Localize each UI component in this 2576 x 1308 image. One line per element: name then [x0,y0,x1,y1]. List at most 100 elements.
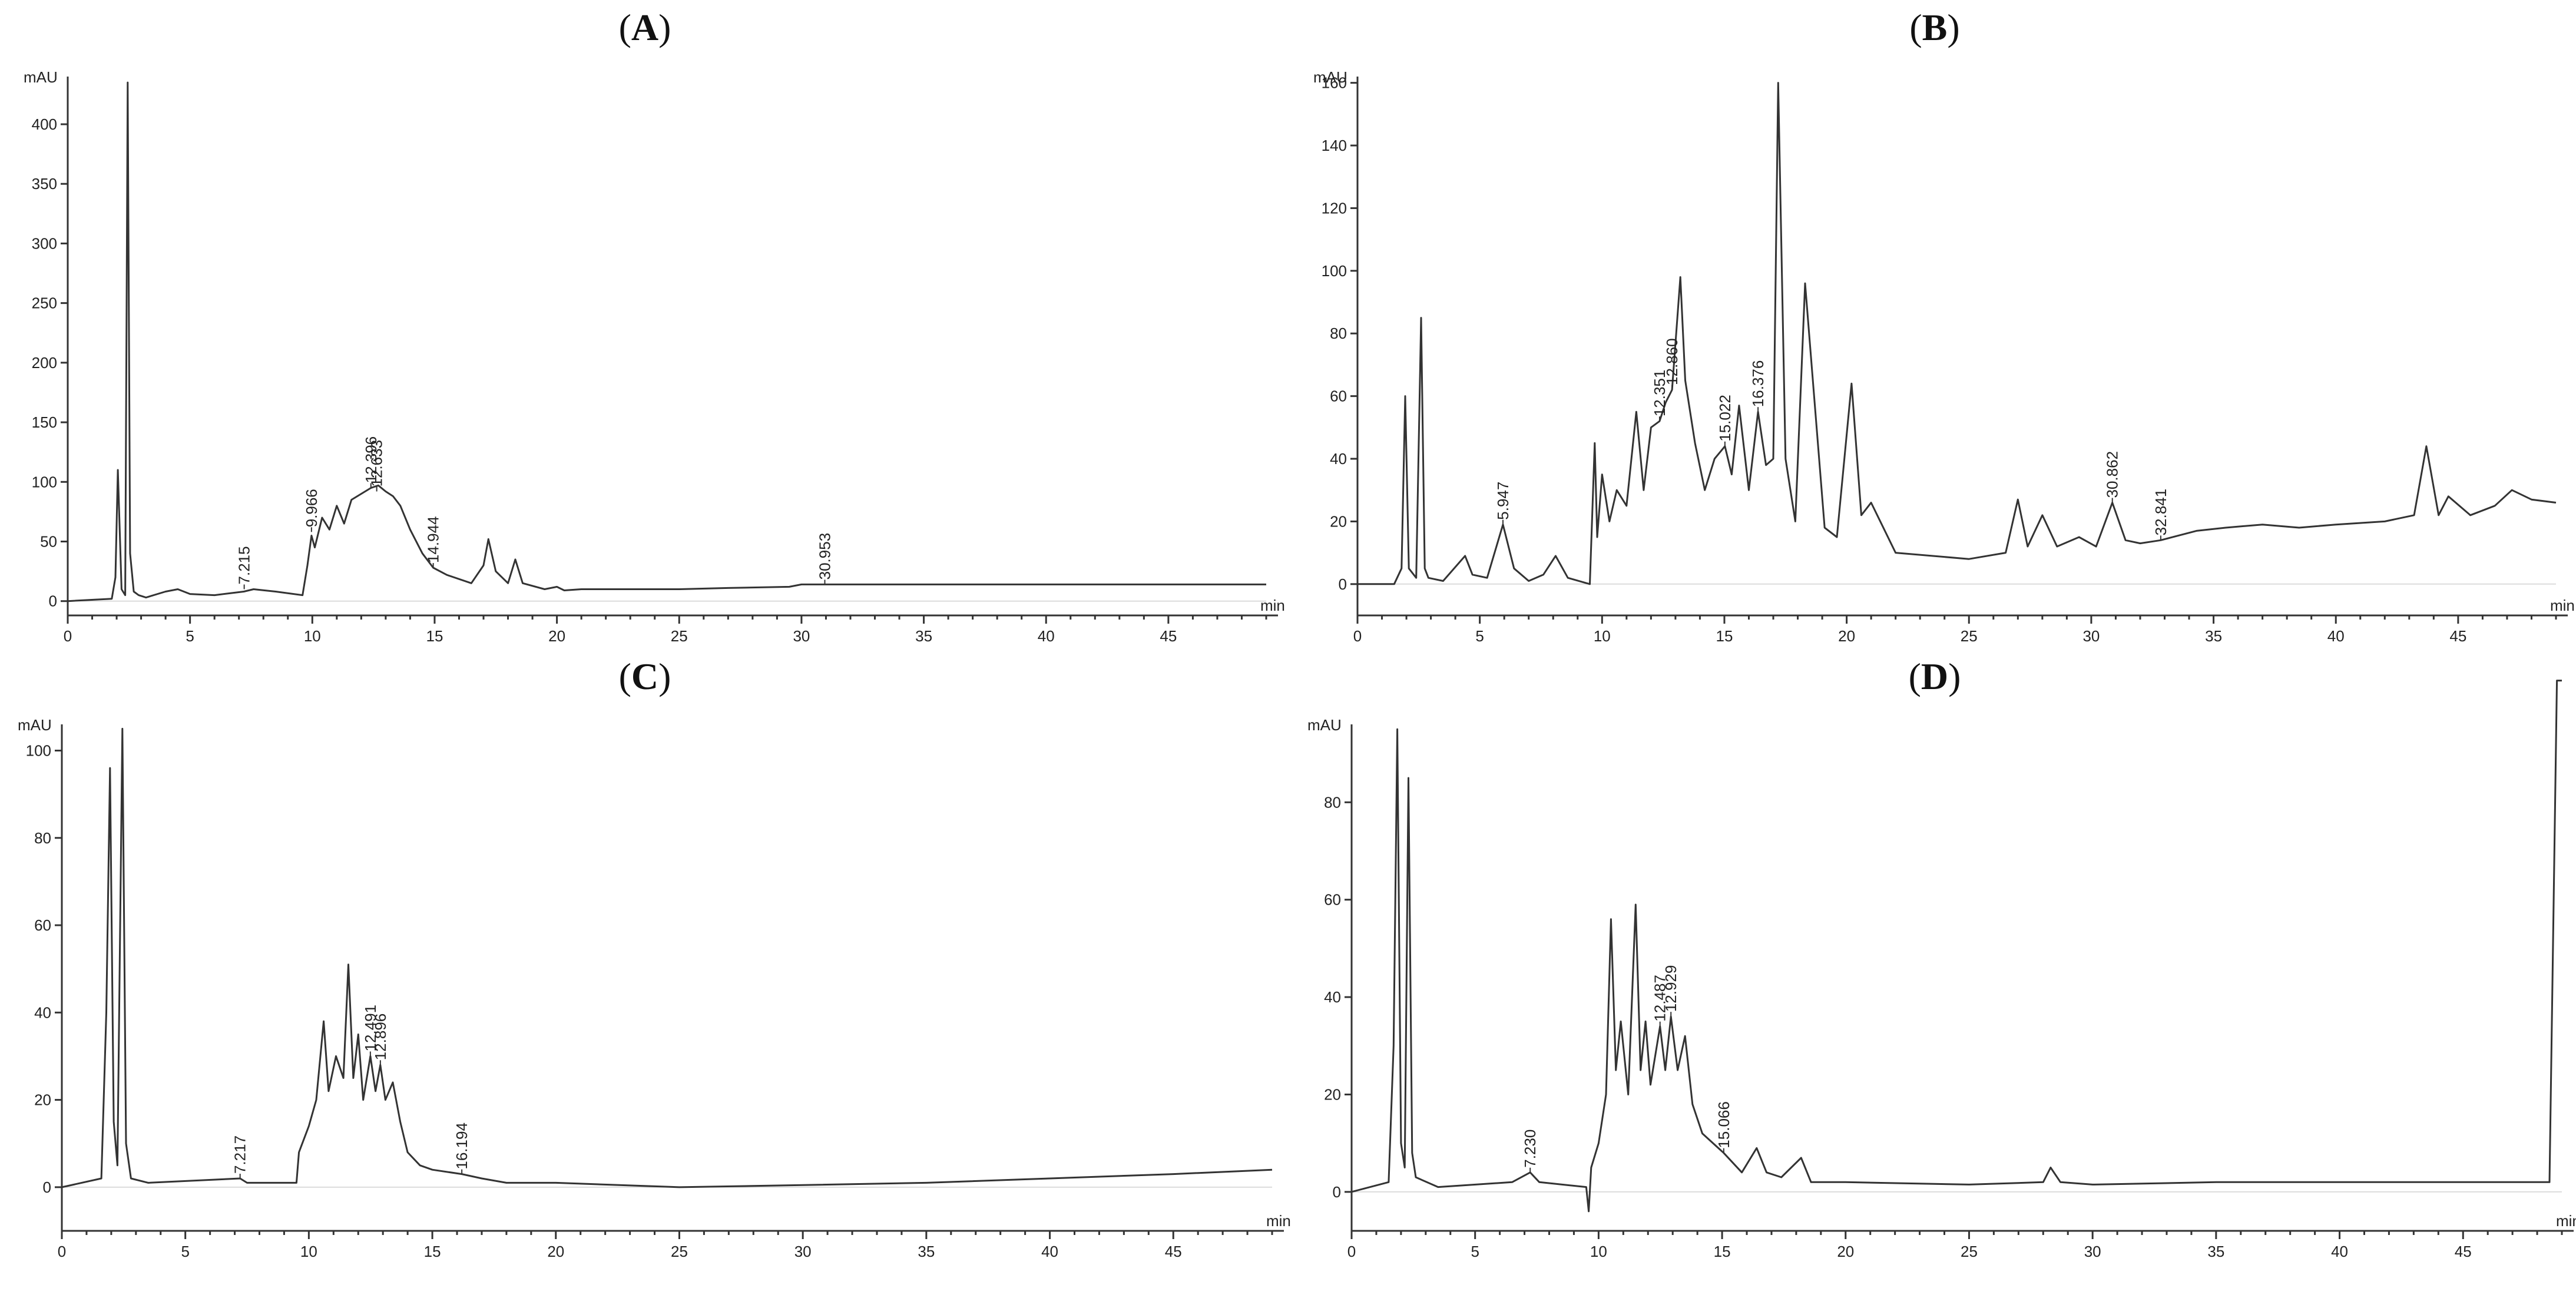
x-tick-label: 35 [2205,627,2222,645]
peak-label: 30.862 [2104,451,2121,498]
x-tick-label: 30 [793,627,810,645]
y-unit-label: mAU [1313,68,1347,86]
peak-label: 12.860 [1663,338,1681,385]
x-tick-label: 30 [2082,627,2100,645]
x-unit-label: min [1260,597,1285,614]
y-tick-label: 350 [32,175,57,193]
x-tick-label: 15 [424,1243,441,1260]
x-tick-label: 25 [671,627,688,645]
chromatogram-trace [67,81,1266,602]
y-tick-label: 20 [1330,512,1347,530]
y-tick-label: 50 [40,532,57,550]
y-tick-label: 0 [1333,1183,1341,1201]
peak-label: 12.896 [372,1014,389,1061]
y-tick-label: 20 [1324,1085,1341,1103]
x-tick-label: 15 [426,627,443,645]
y-tick-label: 0 [1339,575,1347,593]
x-tick-label: 40 [1041,1243,1058,1260]
x-tick-label: 35 [2207,1243,2224,1260]
y-tick-label: 200 [32,354,57,372]
x-tick-label: 0 [1347,1243,1356,1260]
x-tick-label: 15 [1714,1243,1731,1260]
y-tick-label: 250 [32,294,57,312]
y-tick-label: 80 [1330,324,1347,342]
x-tick-label: 35 [915,627,932,645]
peak-label: 15.066 [1715,1101,1733,1148]
x-tick-label: 10 [304,627,321,645]
y-tick-label: 140 [1322,137,1347,154]
peak-label: 12.351 [1651,370,1668,417]
y-tick-label: 100 [32,473,57,491]
chromatogram-c: mAU min 0 20 40 60 80 100 0 5 10 15 20 25 30 35 40 45 7.21… [18,716,1291,1260]
y-tick-label: 20 [34,1091,51,1109]
x-tick-label: 45 [2455,1243,2472,1260]
y-tick-label: 60 [1324,891,1341,909]
panel-title-b: (B) [1909,6,1960,48]
peak-label: 14.944 [425,516,442,563]
x-tick-label: 5 [1471,1243,1479,1260]
x-tick-label: 25 [1961,1243,1978,1260]
y-unit-label: mAU [24,68,58,86]
y-tick-label: 40 [1324,988,1341,1006]
y-tick-label: 80 [34,829,51,847]
chromatogram-b: mAU min 0 20 40 60 80 100 120 140 160 0 5 10 15 20 25 30 3… [1313,68,2575,645]
chromatogram-trace [61,727,1273,1188]
chromatogram-a: mAU min 0 50 100 150 200 250 300 350 400 0 5 10 15 20 25… [24,68,1285,645]
x-tick-label: 15 [1716,627,1733,645]
peak-label: 7.230 [1521,1130,1539,1168]
x-tick-label: 25 [1961,627,1978,645]
peak-label: 7.217 [231,1135,249,1174]
x-tick-label: 5 [186,627,194,645]
x-unit-label: min [1266,1212,1291,1230]
x-unit-label: min [2550,597,2575,614]
panel-title-c: (C) [618,655,671,697]
x-tick-label: 5 [1475,627,1484,645]
x-tick-label: 45 [1160,627,1177,645]
x-tick-label: 0 [1353,627,1362,645]
x-tick-label: 10 [300,1243,317,1260]
y-tick-label: 100 [1322,262,1347,280]
peak-label: 5.947 [1494,482,1512,520]
y-tick-label: 60 [34,916,51,934]
panel-title-a: (A) [618,6,671,48]
peak-label: 16.194 [453,1122,471,1170]
x-tick-label: 10 [1594,627,1611,645]
x-tick-label: 30 [2084,1243,2101,1260]
x-tick-label: 30 [794,1243,812,1260]
y-tick-label: 40 [34,1004,51,1021]
y-tick-label: 160 [1322,74,1347,92]
peak-label: 9.966 [303,489,320,527]
chromatogram-trace [1357,82,2557,585]
peak-label: 16.376 [1749,360,1767,408]
y-tick-label: 0 [43,1178,51,1196]
y-tick-label: 100 [26,741,51,759]
x-tick-label: 0 [58,1243,66,1260]
y-tick-label: 300 [32,234,57,252]
chromatogram-trace [1351,680,2562,1213]
x-tick-label: 20 [547,1243,564,1260]
panel-title-d: (D) [1908,655,1961,697]
y-tick-label: 120 [1322,199,1347,217]
y-tick-label: 0 [49,592,57,610]
x-tick-label: 20 [548,627,565,645]
x-tick-label: 45 [1165,1243,1182,1260]
x-tick-label: 5 [181,1243,189,1260]
peak-label: 12.487 [1651,975,1669,1022]
x-unit-label: min [2556,1212,2576,1230]
peak-label: 32.841 [2152,489,2170,536]
x-tick-label: 20 [1837,1243,1854,1260]
y-tick-label: 60 [1330,388,1347,405]
x-tick-label: 20 [1838,627,1855,645]
peak-label: 12.929 [1662,965,1680,1012]
y-tick-label: 40 [1330,450,1347,468]
y-unit-label: mAU [18,716,52,734]
y-tick-label: 80 [1324,793,1341,811]
y-unit-label: mAU [1307,716,1342,734]
peak-label: 12.396 [362,436,380,484]
x-tick-label: 40 [2327,627,2345,645]
peak-label: 7.215 [236,546,253,584]
x-tick-label: 0 [64,627,72,645]
x-tick-label: 45 [2449,627,2466,645]
peak-label: 12.633 [368,440,386,487]
x-tick-label: 40 [2331,1243,2348,1260]
